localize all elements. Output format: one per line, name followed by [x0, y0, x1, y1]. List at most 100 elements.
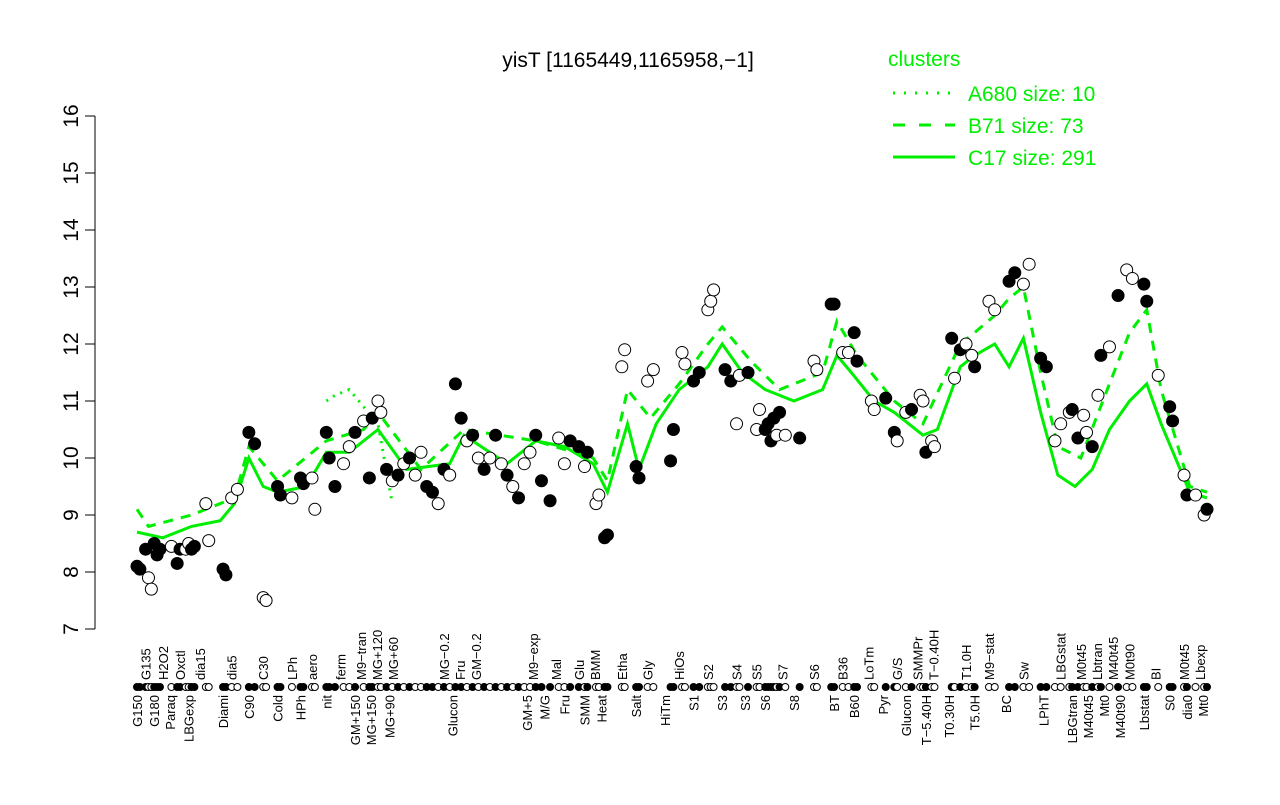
rug-mark	[1096, 683, 1105, 691]
data-point	[629, 460, 643, 474]
rug-mark	[1114, 683, 1123, 691]
data-point	[773, 405, 787, 419]
rug-mark	[583, 683, 592, 691]
y-tick-label: 13	[60, 275, 83, 298]
data-point	[342, 440, 356, 454]
data-point	[408, 468, 422, 482]
data-point	[1163, 400, 1177, 414]
data-point	[448, 377, 462, 391]
data-point	[1065, 403, 1079, 417]
x-tick-label: nit	[319, 695, 334, 709]
x-tick-label: T5.0H	[968, 695, 983, 730]
data-point	[615, 360, 629, 374]
data-point	[454, 411, 468, 425]
data-point	[692, 366, 706, 379]
data-point	[1094, 348, 1108, 362]
data-point	[618, 343, 632, 357]
x-tick-label: C90	[242, 695, 257, 719]
data-point	[483, 451, 497, 465]
x-tick-label: LBGexp	[182, 695, 197, 742]
rug-mark	[299, 683, 308, 691]
x-tick-label: G135	[139, 648, 154, 680]
data-point	[1125, 271, 1139, 285]
x-tick-label: aero	[305, 654, 320, 680]
y-tick-label: 14	[60, 218, 83, 242]
x-tick-label: Fru	[453, 661, 468, 681]
data-point	[847, 326, 861, 340]
rug-mark	[262, 683, 271, 691]
data-point	[380, 462, 394, 476]
rug-mark	[603, 683, 612, 691]
data-point	[308, 502, 322, 516]
x-tick-label: Glu	[572, 660, 587, 680]
y-tick-label: 8	[60, 566, 83, 578]
data-point	[1200, 502, 1214, 516]
data-point	[374, 405, 388, 419]
x-tick-label: MG−0.2	[437, 633, 452, 680]
x-tick-label: MG+60	[386, 637, 401, 680]
x-tick-label: S1	[687, 695, 702, 711]
data-point	[1102, 340, 1116, 354]
x-tick-label: Glucon	[899, 695, 914, 736]
data-point	[965, 348, 979, 362]
rug-mark	[287, 683, 296, 691]
data-point	[641, 374, 655, 388]
legend-title: clusters	[888, 48, 960, 71]
x-tick-label: G150	[130, 695, 145, 727]
data-point	[678, 357, 692, 371]
x-tick-label: M/G	[537, 695, 552, 720]
data-point	[414, 445, 428, 459]
data-point	[1085, 440, 1099, 454]
data-point	[707, 283, 721, 297]
data-point	[348, 425, 362, 439]
x-tick-label: GM+5	[520, 695, 535, 731]
data-point	[557, 457, 571, 471]
data-point	[675, 346, 689, 360]
x-tick-label: M40t90	[1113, 695, 1128, 738]
x-tick-label: MG+150	[364, 695, 379, 745]
rug-mark	[881, 683, 890, 691]
x-tick-label: S3	[738, 695, 753, 711]
data-point	[141, 571, 155, 585]
data-point	[285, 491, 299, 505]
legend: clusters A680 size: 10 B71 size: 73 C17 …	[888, 48, 1096, 170]
data-point	[337, 457, 351, 471]
rug-mark	[1191, 683, 1200, 691]
x-tick-label: H2O2	[156, 646, 171, 680]
x-tick-label: M9−exp	[526, 633, 541, 680]
data-point	[664, 454, 678, 468]
data-point	[133, 562, 147, 576]
data-point	[506, 480, 520, 493]
data-point	[968, 360, 982, 374]
data-point	[810, 363, 824, 377]
rug-mark	[870, 683, 879, 691]
rug-mark	[620, 683, 629, 691]
x-tick-label: Gly	[641, 660, 656, 680]
data-point	[187, 539, 201, 553]
data-point	[1022, 257, 1036, 271]
x-tick-label: SMM	[578, 695, 593, 725]
data-point	[431, 497, 445, 511]
rug-mark	[735, 683, 744, 691]
data-point	[959, 337, 973, 351]
y-tick-label: 10	[60, 446, 83, 469]
rug-mark	[1154, 683, 1163, 691]
x-tick-label: S5	[750, 664, 765, 680]
rug-mark	[190, 683, 199, 691]
rug-mark	[795, 683, 804, 691]
data-point	[1189, 488, 1203, 502]
data-point	[948, 371, 962, 385]
data-point	[248, 437, 262, 451]
x-tick-label: LBGtran	[1065, 695, 1080, 743]
x-tick-label: Mt0	[1196, 695, 1211, 717]
x-tick-label: LBGstat	[1054, 633, 1069, 680]
x-tick-label: M40t45	[1106, 637, 1121, 680]
data-point	[466, 428, 480, 442]
x-tick-label: HiTm	[658, 695, 673, 726]
rug-mark	[1105, 683, 1114, 691]
rug-mark	[1142, 683, 1151, 691]
rug-mark	[1168, 683, 1177, 691]
data-point	[144, 582, 158, 596]
data-point	[850, 354, 864, 368]
x-tick-label: G180	[147, 695, 162, 727]
